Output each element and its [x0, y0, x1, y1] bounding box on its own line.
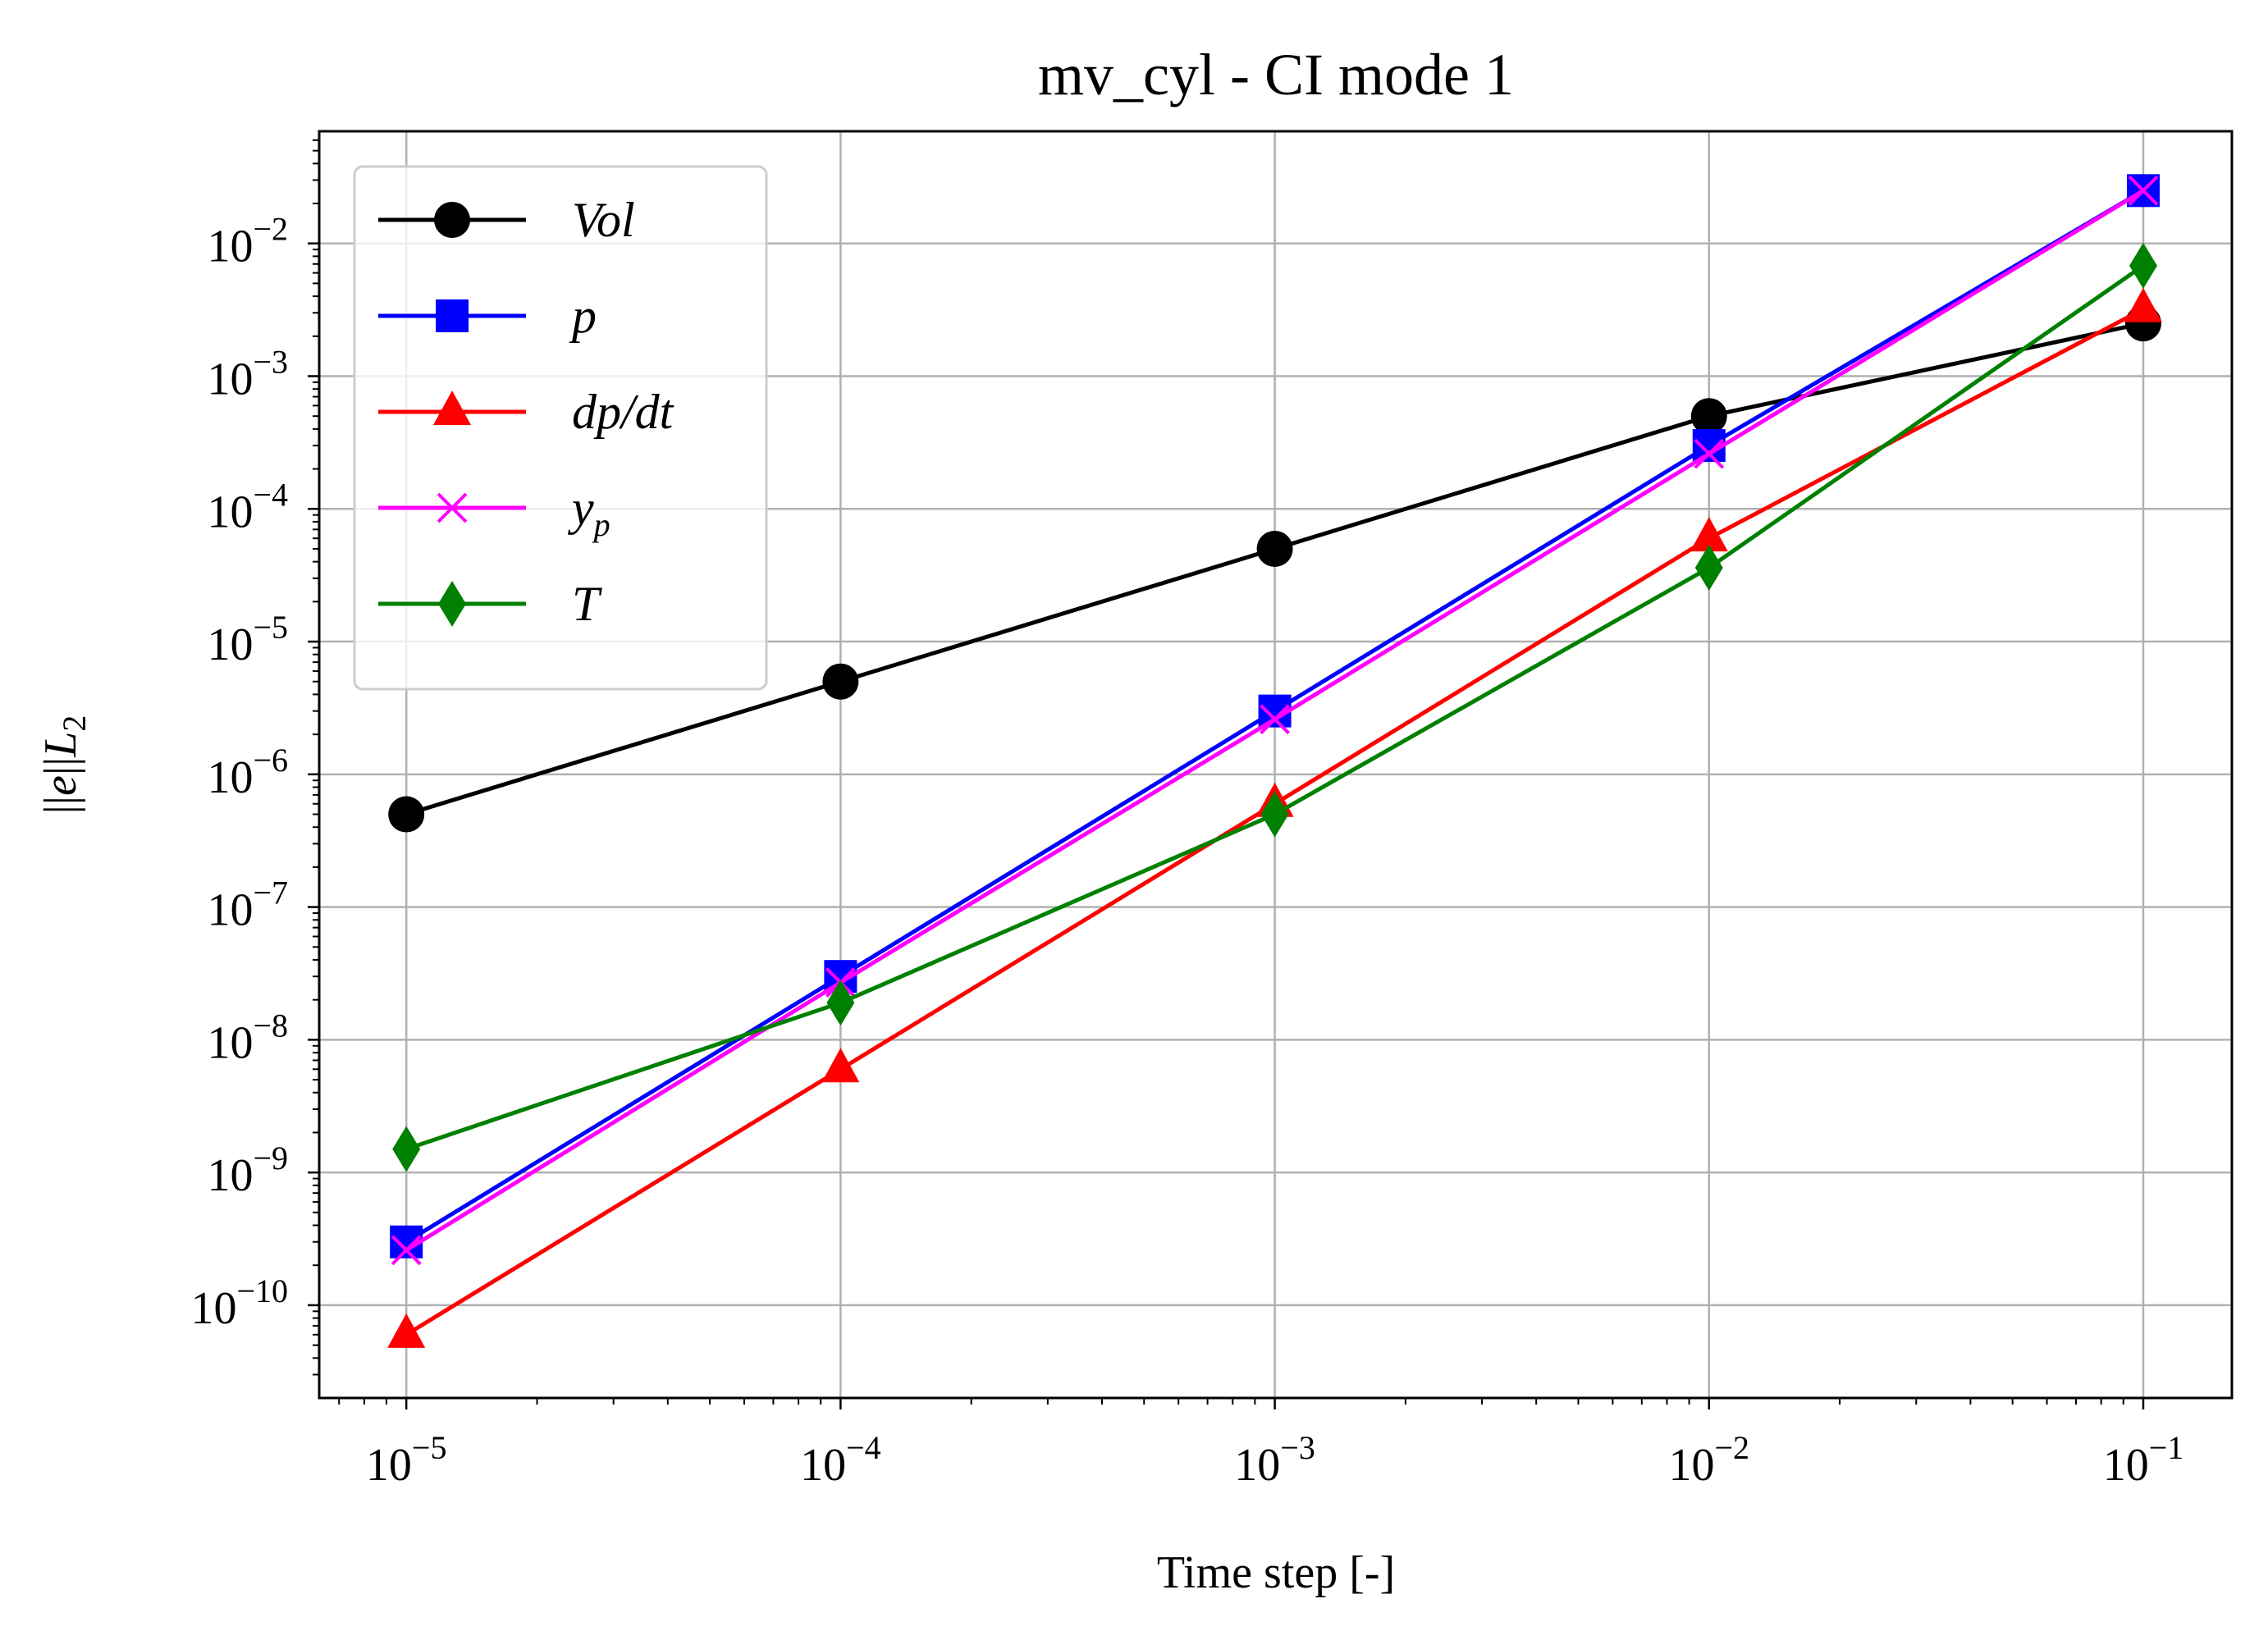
legend-label: Vol: [572, 193, 635, 247]
legend-entry: T: [378, 577, 602, 631]
y-axis-label: ||e||L2: [35, 715, 93, 815]
data-point: [822, 663, 859, 700]
x-tick-label: 10−3: [1234, 1429, 1315, 1491]
data-point: [391, 1235, 422, 1266]
chart-title: mv_cyl - CI mode 1: [1038, 42, 1514, 107]
legend-box: [353, 165, 768, 691]
y-tick-label: 10−2: [207, 211, 288, 272]
legend-marker: [434, 202, 470, 238]
ticks: 10−5 10−4 10−3 10−2 10−1 10−10 10−9 10−8 10−7 10−…: [190, 139, 2184, 1491]
legend-label: p: [569, 289, 597, 343]
legend-entry: dp/dt: [378, 385, 674, 439]
x-tick-label: 10−2: [1669, 1429, 1750, 1491]
data-point: [1690, 517, 1728, 552]
data-point: [1256, 530, 1293, 567]
data-point: [826, 980, 855, 1026]
x-axis-label: Time step [-]: [1157, 1547, 1395, 1598]
data-point: [387, 1313, 426, 1348]
data-point: [392, 1126, 421, 1172]
legend-label: T: [572, 577, 602, 631]
data-point: [1694, 438, 1725, 469]
legend-marker: [436, 299, 469, 332]
x-tick-label: 10−4: [800, 1429, 881, 1491]
y-tick-label: 10−3: [207, 343, 288, 404]
data-point: [388, 796, 425, 833]
data-point: [1694, 545, 1723, 592]
data-point: [2128, 175, 2159, 206]
y-tick-label: 10−6: [207, 742, 288, 803]
x-tick-label: 10−1: [2103, 1429, 2184, 1491]
data-point: [1260, 791, 1289, 838]
series-t: [392, 242, 2157, 1172]
legend-marker: [433, 391, 471, 425]
y-tick-label: 10−9: [207, 1140, 288, 1201]
legend-marker: [437, 492, 468, 523]
legend-entry: p: [378, 289, 597, 343]
legend-label: yp: [567, 481, 610, 543]
svg-text:||e||L2: ||e||L2: [35, 715, 93, 815]
x-tick-label: 10−5: [366, 1429, 447, 1491]
series-vol: [388, 305, 2161, 833]
legend: Vol p dp/dt yp T: [353, 165, 768, 691]
series-y-p: [391, 175, 2159, 1266]
legend-label: dp/dt: [572, 385, 674, 439]
y-tick-label: 10−4: [207, 476, 288, 537]
data-point: [1690, 398, 1727, 435]
data-point: [2124, 287, 2162, 322]
y-tick-label: 10−5: [207, 609, 288, 670]
y-tick-label: 10−7: [207, 875, 288, 936]
legend-entry: yp: [378, 481, 610, 543]
legend-entries: Vol p dp/dt yp T: [378, 193, 674, 631]
data-point: [821, 1048, 860, 1083]
data-point: [1260, 704, 1290, 735]
data-point: [2129, 242, 2157, 289]
series-layer: [387, 174, 2162, 1348]
legend-entry: Vol: [378, 193, 635, 247]
y-tick-label: 10−8: [207, 1007, 288, 1068]
legend-marker: [438, 581, 466, 627]
y-tick-label: 10−10: [190, 1272, 288, 1334]
